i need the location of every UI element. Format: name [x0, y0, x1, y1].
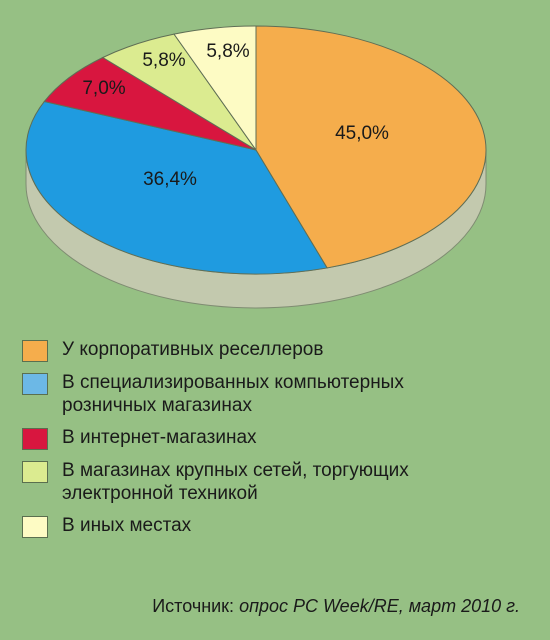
pie-label-3: 7,0%: [82, 78, 125, 99]
legend-swatch: [22, 461, 48, 483]
legend-item: В магазинах крупных сетей, торгующих элек…: [22, 459, 532, 505]
legend-item: В иных местах: [22, 514, 532, 538]
pie-slice-1: [255, 25, 487, 269]
legend-swatch: [22, 428, 48, 450]
source-prefix: Источник:: [152, 596, 240, 616]
legend-label: В интернет-магазинах: [62, 427, 257, 448]
pie-chart: 45,0% 36,4% 7,0% 5,8% 5,8%: [25, 25, 487, 309]
legend: У корпоративных реселлеров В специализиро…: [22, 338, 532, 547]
legend-swatch: [22, 373, 48, 395]
pie-slice-5: [173, 25, 257, 152]
legend-label: В магазинах крупных сетей, торгующих элек…: [62, 460, 409, 504]
pie-label-2: 36,4%: [143, 169, 197, 190]
legend-item: В интернет-магазинах: [22, 426, 532, 450]
legend-swatch: [22, 516, 48, 538]
legend-item: У корпоративных реселлеров: [22, 338, 532, 362]
pie-slice-2: [25, 100, 328, 275]
legend-label: В иных местах: [62, 515, 192, 536]
source-body: опрос PC Week/RE, март 2010 г.: [239, 596, 520, 616]
source-note: Источник: опрос PC Week/RE, март 2010 г.: [152, 596, 520, 617]
legend-swatch: [22, 340, 48, 362]
legend-label: У корпоративных реселлеров: [62, 339, 324, 360]
pie-slice-3: [43, 56, 257, 151]
pie-labels: 45,0% 36,4% 7,0% 5,8% 5,8%: [82, 41, 389, 190]
pie-label-1: 45,0%: [335, 123, 389, 144]
legend-item: В специализированных компьютерных розничн…: [22, 371, 532, 417]
pie-label-4: 5,8%: [142, 50, 185, 71]
legend-label: В специализированных компьютерных розничн…: [62, 372, 404, 416]
pie-label-5: 5,8%: [206, 41, 249, 62]
pie-slices: [25, 25, 487, 275]
